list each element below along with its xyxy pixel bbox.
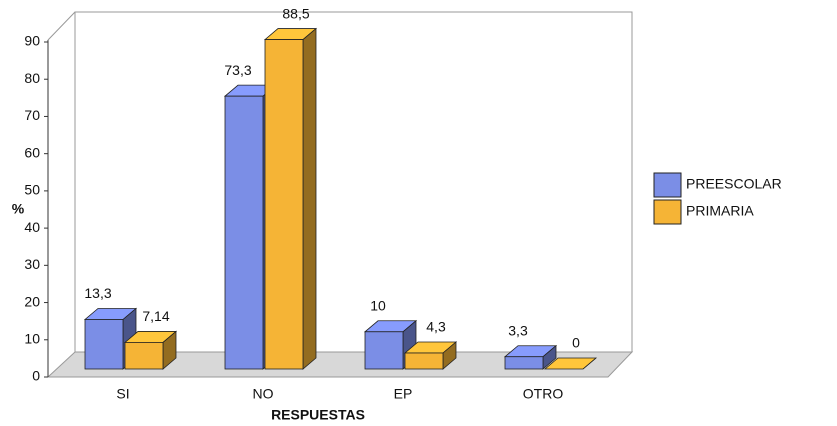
legend-swatch xyxy=(653,199,682,225)
bar xyxy=(264,39,304,370)
bar xyxy=(84,319,124,370)
wall-edge xyxy=(47,11,76,41)
x-axis-label: RESPUESTAS xyxy=(271,407,365,423)
y-tick-label: 30 xyxy=(24,256,40,272)
x-tick-label: EP xyxy=(394,386,413,402)
y-tick-label: 40 xyxy=(24,219,40,235)
bar-side xyxy=(582,357,597,370)
y-tick-label: 70 xyxy=(24,107,40,123)
back-wall xyxy=(74,11,633,353)
data-label: 0 xyxy=(572,335,580,351)
bar xyxy=(124,342,164,370)
bar xyxy=(504,356,544,370)
bar xyxy=(364,331,404,370)
data-label: 13,3 xyxy=(84,285,111,301)
y-tick-label: 80 xyxy=(24,70,40,86)
x-tick-label: SI xyxy=(116,386,129,402)
data-label: 3,3 xyxy=(508,322,528,338)
data-label: 7,14 xyxy=(142,308,169,324)
y-tick-label: 60 xyxy=(24,144,40,160)
x-tick-label: NO xyxy=(253,386,274,402)
y-tick-label: 50 xyxy=(24,182,40,198)
y-tick-label: 20 xyxy=(24,293,40,309)
data-label: 88,5 xyxy=(282,5,309,21)
data-label: 73,3 xyxy=(224,62,251,78)
data-label: 4,3 xyxy=(426,319,446,335)
y-tick-label: 90 xyxy=(24,33,40,49)
bar-side xyxy=(302,27,317,370)
y-axis-label: % xyxy=(12,201,25,217)
floor xyxy=(46,351,634,378)
y-tick-label: 0 xyxy=(32,368,40,384)
x-tick-label: OTRO xyxy=(523,386,564,402)
data-label: 10 xyxy=(370,297,386,313)
bar xyxy=(404,352,444,370)
legend-label: PREESCOLAR xyxy=(686,176,782,192)
bar xyxy=(224,95,264,370)
legend-label: PRIMARIA xyxy=(686,203,754,219)
y-tick-label: 10 xyxy=(24,330,40,346)
legend-swatch xyxy=(653,172,682,198)
